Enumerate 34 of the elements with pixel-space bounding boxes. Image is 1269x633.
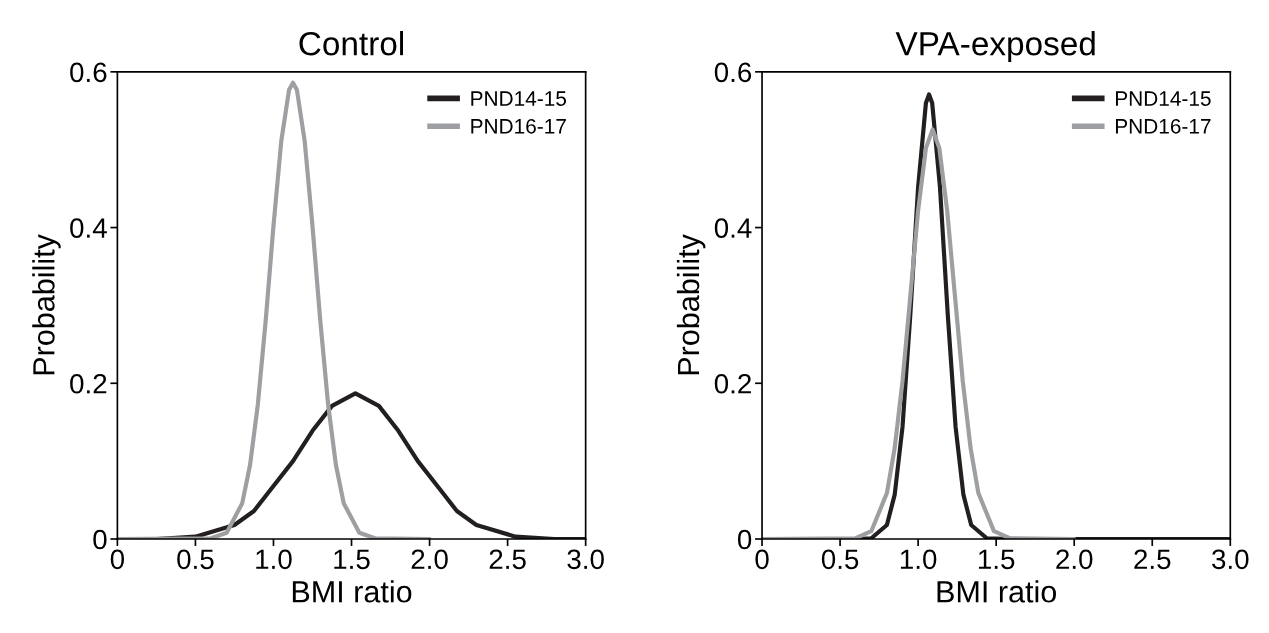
x-tick-label: 1.5: [978, 549, 1015, 570]
y-tick-label: 0.6: [70, 62, 107, 83]
x-tick-label: 1.5: [334, 549, 370, 570]
y-tick-label: 0: [93, 529, 107, 550]
x-tick-label: 0: [110, 549, 125, 570]
x-tick-label: 3.0: [567, 549, 604, 570]
y-tick-label: 0.2: [714, 373, 751, 394]
x-tick-label: 2.0: [411, 549, 448, 570]
x-tick-label: 0.5: [821, 549, 859, 570]
x-tick-label: 2.0: [1056, 549, 1093, 570]
line-series: [117, 80, 432, 539]
y-tick-label: 0.4: [70, 218, 107, 238]
legend-label: PND14-15: [471, 91, 567, 106]
chart-title: Control: [299, 31, 404, 56]
x-tick-label: 2.5: [489, 549, 526, 570]
legend-label: PND14-15: [1115, 91, 1211, 106]
x-tick-label: 2.5: [1134, 549, 1171, 570]
x-tick-label: 0.5: [177, 549, 214, 570]
line-series: [762, 127, 1077, 539]
x-axis-title: BMI ratio: [292, 580, 412, 603]
y-axis-title: Probability: [676, 234, 706, 375]
y-tick-label: 0: [737, 529, 752, 550]
chart-title: VPA-exposed: [895, 31, 1095, 63]
y-tick-label: 0.2: [70, 373, 107, 394]
x-tick-label: 1.0: [900, 549, 937, 570]
y-tick-label: 0.6: [714, 62, 752, 83]
x-tick-label: 3.0: [1212, 549, 1249, 570]
y-tick-label: 0.4: [714, 218, 752, 238]
y-axis-title: Probability: [32, 234, 61, 375]
legend-label: PND16-17: [471, 118, 566, 134]
x-tick-label: 1.0: [256, 549, 292, 570]
x-axis-title: BMI ratio: [937, 580, 1057, 603]
x-tick-label: 0: [755, 549, 769, 570]
legend-label: PND16-17: [1115, 118, 1211, 134]
